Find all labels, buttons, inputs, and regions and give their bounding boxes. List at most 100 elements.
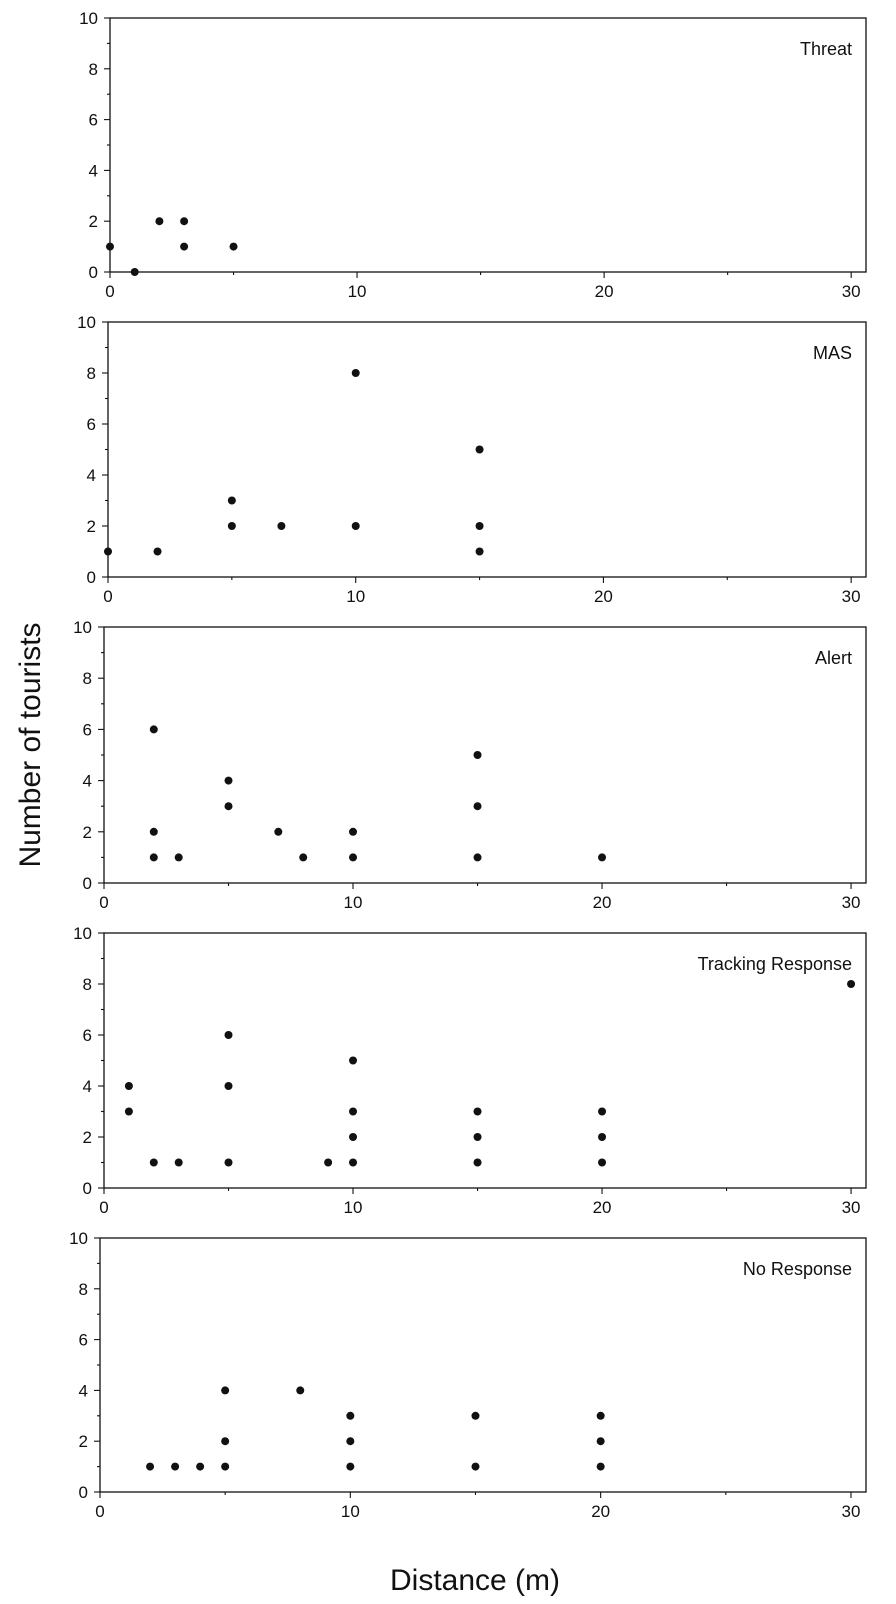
y-tick-label: 6: [89, 111, 98, 130]
data-point: [227, 496, 236, 505]
y-tick-label: 2: [89, 212, 98, 231]
data-point: [124, 1082, 133, 1090]
data-point: [221, 1386, 230, 1395]
y-axis-title: Number of tourists: [14, 622, 47, 867]
x-tick-label: 20: [593, 893, 612, 912]
data-point: [847, 980, 856, 988]
data-point: [349, 1133, 358, 1141]
data-point: [155, 217, 164, 226]
panel-mas: 0 2 4 6 8 10 0 10 20 30 MAS: [77, 313, 867, 606]
data-point: [224, 802, 233, 811]
y-tick-label: 4: [79, 1381, 88, 1400]
data-point: [324, 1158, 333, 1167]
data-point: [475, 445, 484, 454]
data-point: [221, 1437, 230, 1446]
panel-alert: 0 2 4 6 8 10 0 10 20 30 Alert: [73, 618, 867, 912]
x-tick-label: 20: [594, 587, 613, 606]
data-point: [221, 1462, 230, 1471]
data-point: [346, 1411, 355, 1420]
data-point: [174, 853, 183, 862]
panel-frame: [109, 17, 867, 273]
y-tick-label: 2: [83, 1128, 92, 1147]
data-point: [596, 1411, 605, 1420]
data-point: [149, 1158, 158, 1167]
y-tick-label: 10: [73, 924, 92, 943]
y-tick-label: 0: [83, 1179, 92, 1198]
panel-no-response: 0 2 4 6 8 10 0 10 20 30 No Response: [69, 1229, 867, 1521]
data-point: [473, 1158, 482, 1167]
panel-label: Tracking Response: [698, 954, 852, 974]
y-tick-label: 0: [89, 263, 98, 282]
y-tick-label: 8: [87, 364, 96, 383]
data-point: [224, 1082, 233, 1090]
data-point: [224, 1158, 233, 1167]
y-tick-label: 8: [89, 60, 98, 79]
x-tick-label: 0: [103, 587, 112, 606]
data-point: [224, 776, 233, 785]
x-tick-label: 30: [842, 893, 861, 912]
data-point: [130, 268, 139, 276]
panel-label: Alert: [815, 648, 852, 668]
data-point: [149, 853, 158, 862]
y-tick-label: 0: [83, 874, 92, 893]
data-point: [596, 1462, 605, 1471]
x-tick-label: 30: [842, 1502, 861, 1521]
x-tick-label: 10: [344, 893, 363, 912]
data-point: [180, 242, 189, 251]
data-point: [471, 1462, 480, 1471]
y-tick-label: 4: [83, 772, 92, 791]
y-tick-label: 2: [79, 1432, 88, 1451]
x-tick-label: 20: [595, 282, 614, 301]
data-point: [227, 522, 236, 530]
data-point: [229, 242, 238, 251]
y-tick-label: 10: [79, 9, 98, 28]
panel-label: MAS: [813, 343, 852, 363]
data-point: [475, 522, 484, 530]
data-point: [349, 827, 358, 836]
data-point: [149, 725, 158, 734]
data-point: [473, 802, 482, 811]
x-tick-label: 10: [344, 1198, 363, 1217]
panel-frame: [107, 321, 867, 578]
x-tick-label: 0: [99, 1198, 108, 1217]
data-point: [471, 1411, 480, 1420]
data-point: [296, 1386, 305, 1395]
y-tick-label: 4: [87, 466, 96, 485]
y-tick-label: 10: [69, 1229, 88, 1248]
data-point: [349, 1056, 358, 1065]
data-point: [106, 242, 114, 251]
y-tick-label: 4: [83, 1077, 92, 1096]
x-tick-label: 0: [99, 893, 108, 912]
data-point: [598, 1158, 607, 1167]
x-tick-label: 0: [105, 282, 114, 301]
x-tick-label: 10: [348, 282, 367, 301]
x-tick-label: 30: [842, 587, 861, 606]
data-point: [274, 827, 283, 836]
y-tick-label: 6: [79, 1331, 88, 1350]
y-tick-label: 4: [89, 161, 98, 180]
data-point: [598, 853, 607, 862]
y-tick-label: 0: [87, 568, 96, 587]
data-point: [598, 1133, 607, 1141]
y-tick-label: 8: [83, 669, 92, 688]
data-point: [351, 369, 360, 377]
y-tick-label: 6: [83, 1026, 92, 1045]
y-tick-label: 8: [83, 975, 92, 994]
data-point: [598, 1107, 607, 1116]
panel-frame: [103, 626, 867, 884]
data-point: [171, 1462, 180, 1471]
x-tick-label: 30: [842, 282, 861, 301]
y-tick-label: 8: [79, 1280, 88, 1299]
data-point: [473, 751, 482, 759]
data-point: [149, 827, 158, 836]
x-tick-label: 30: [842, 1198, 861, 1217]
y-tick-label: 10: [77, 313, 96, 332]
x-tick-label: 0: [95, 1502, 104, 1521]
data-point: [224, 1031, 233, 1039]
data-point: [349, 853, 358, 862]
data-point: [299, 853, 308, 862]
y-tick-label: 2: [87, 517, 96, 536]
y-tick-label: 6: [87, 415, 96, 434]
x-tick-label: 10: [341, 1502, 360, 1521]
